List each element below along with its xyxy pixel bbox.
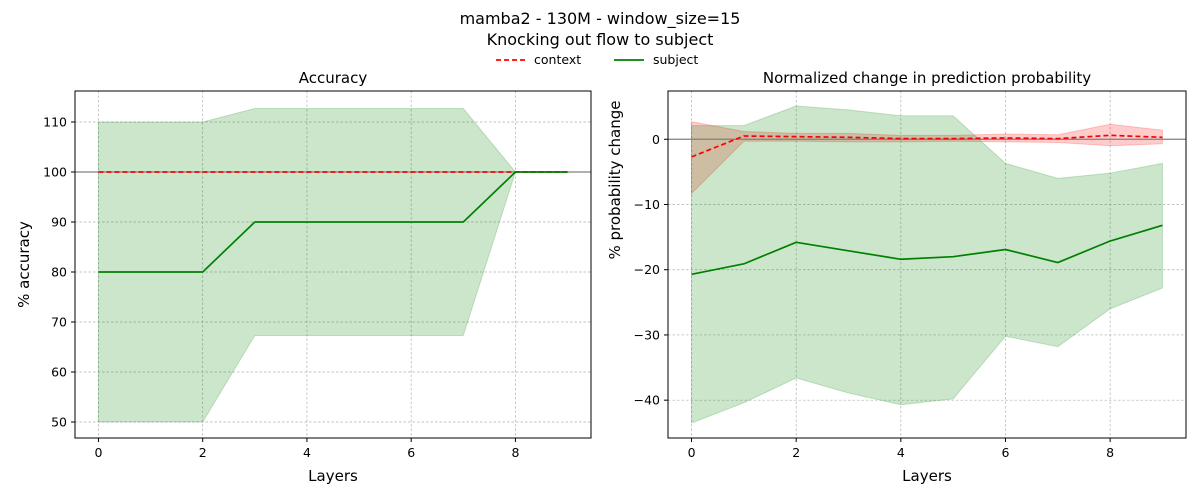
probability-xtick-label: 8 xyxy=(1106,445,1114,460)
legend: context subject xyxy=(496,52,698,67)
accuracy-x-axis-label: Layers xyxy=(308,467,358,485)
figure-suptitle-line2: Knocking out flow to subject xyxy=(487,30,714,49)
probability-xtick-label: 4 xyxy=(897,445,905,460)
accuracy-xtick-label: 2 xyxy=(199,445,207,460)
accuracy-ytick-labels: 50 60 70 80 90 100 110 xyxy=(43,115,67,430)
probability-xtick-label: 0 xyxy=(688,445,696,460)
probability-ticks xyxy=(664,138,1111,442)
accuracy-ytick-label: 50 xyxy=(51,415,67,430)
probability-x-axis-label: Layers xyxy=(902,467,952,485)
accuracy-xtick-label: 4 xyxy=(303,445,311,460)
probability-subject-band xyxy=(691,105,1163,424)
accuracy-ytick-label: 100 xyxy=(43,165,67,180)
probability-ytick-label: 0 xyxy=(652,132,660,147)
accuracy-panel: 50 60 70 80 90 100 110 0 2 4 6 8 Accuracy Layers %… xyxy=(15,69,592,485)
accuracy-y-axis-label: % accuracy xyxy=(15,221,33,308)
accuracy-lines xyxy=(98,171,568,273)
probability-context-line xyxy=(691,134,1163,158)
accuracy-subject-line xyxy=(98,171,568,273)
probability-ytick-labels: −40 −30 −20 −10 0 xyxy=(634,132,660,408)
legend-context-label: context xyxy=(534,52,581,67)
probability-frame xyxy=(667,90,1187,439)
accuracy-ticks xyxy=(71,121,516,442)
probability-xtick-label: 2 xyxy=(792,445,800,460)
probability-ytick-label: −30 xyxy=(634,327,660,342)
probability-bands xyxy=(691,105,1163,424)
accuracy-subject-band xyxy=(97,108,568,423)
accuracy-frame xyxy=(74,90,592,439)
probability-xtick-label: 6 xyxy=(1002,445,1010,460)
accuracy-ytick-label: 60 xyxy=(51,365,67,380)
accuracy-ytick-label: 110 xyxy=(43,115,67,130)
accuracy-bands xyxy=(97,108,568,423)
accuracy-ytick-label: 70 xyxy=(51,315,67,330)
accuracy-title: Accuracy xyxy=(299,69,368,87)
accuracy-ytick-label: 80 xyxy=(51,265,67,280)
probability-title: Normalized change in prediction probabil… xyxy=(763,69,1091,87)
probability-ytick-label: −10 xyxy=(634,197,660,212)
accuracy-xtick-labels: 0 2 4 6 8 xyxy=(94,445,519,460)
probability-lines xyxy=(691,134,1163,276)
probability-ytick-label: −20 xyxy=(634,262,660,277)
probability-ytick-label: −40 xyxy=(634,393,660,408)
probability-y-axis-label: % probability change xyxy=(606,100,624,259)
probability-panel: −40 −30 −20 −10 0 0 2 4 6 8 Normalized change in… xyxy=(606,69,1187,485)
figure-suptitle-line1: mamba2 - 130M - window_size=15 xyxy=(460,9,741,29)
accuracy-xtick-label: 6 xyxy=(407,445,415,460)
accuracy-xtick-label: 0 xyxy=(94,445,102,460)
probability-subject-line xyxy=(691,224,1163,276)
accuracy-xtick-label: 8 xyxy=(511,445,519,460)
accuracy-ytick-label: 90 xyxy=(51,215,67,230)
probability-xtick-labels: 0 2 4 6 8 xyxy=(688,445,1115,460)
legend-subject-label: subject xyxy=(653,52,698,67)
